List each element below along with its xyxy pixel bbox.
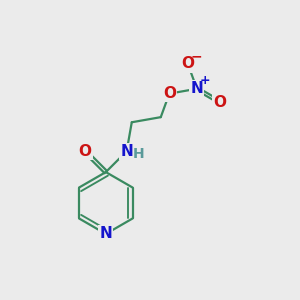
Text: N: N <box>120 144 133 159</box>
Text: O: O <box>213 94 226 110</box>
Text: O: O <box>79 144 92 159</box>
Text: O: O <box>181 56 194 71</box>
Text: −: − <box>191 50 203 64</box>
Text: H: H <box>133 147 145 160</box>
Text: N: N <box>190 81 203 96</box>
Text: +: + <box>200 74 210 87</box>
Text: O: O <box>163 86 176 101</box>
Text: N: N <box>100 226 112 242</box>
